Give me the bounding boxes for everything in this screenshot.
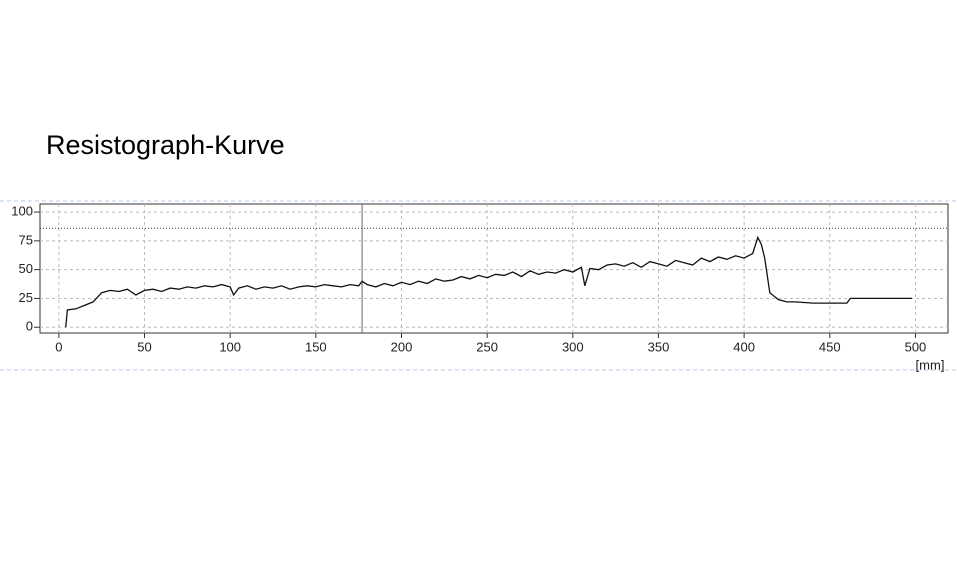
x-tick-label: 0 <box>55 339 62 354</box>
x-tick-label: 350 <box>648 339 670 354</box>
x-tick-label: 300 <box>562 339 584 354</box>
y-tick-label: 75 <box>19 232 33 247</box>
x-tick-label: 200 <box>391 339 413 354</box>
x-tick-label: 500 <box>905 339 927 354</box>
x-axis-label: [mm] <box>916 357 945 372</box>
y-tick-label: 50 <box>19 261 33 276</box>
x-tick-label: 150 <box>305 339 327 354</box>
x-tick-label: 50 <box>137 339 151 354</box>
x-tick-label: 450 <box>819 339 841 354</box>
x-tick-label: 100 <box>219 339 241 354</box>
y-tick-label: 0 <box>26 319 33 334</box>
y-tick-label: 100 <box>11 204 33 219</box>
x-tick-label: 400 <box>733 339 755 354</box>
y-tick-label: 25 <box>19 290 33 305</box>
data-line <box>65 235 912 328</box>
chart-title: Resistograph-Kurve <box>46 130 285 160</box>
x-tick-label: 250 <box>476 339 498 354</box>
plot-frame <box>39 203 949 334</box>
